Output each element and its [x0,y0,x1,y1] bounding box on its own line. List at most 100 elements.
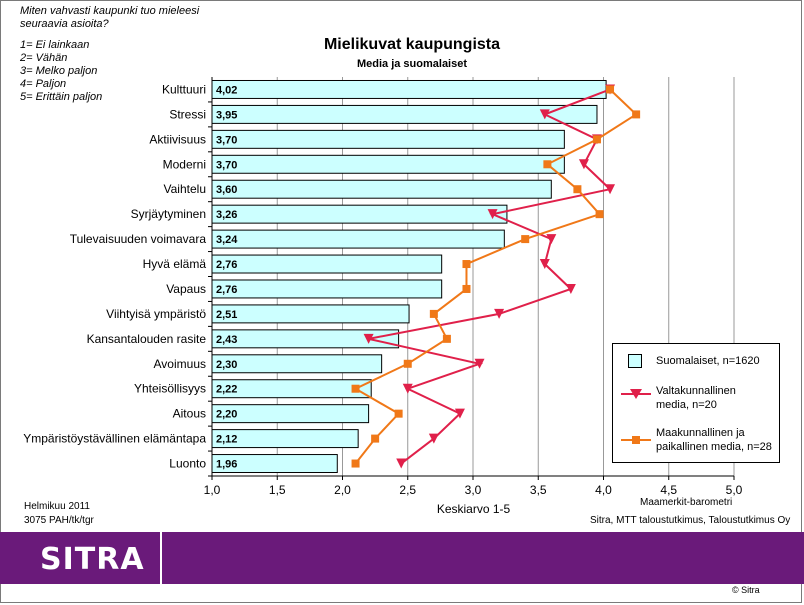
series-marker-square [394,409,403,418]
bar-value-label: 4,02 [216,84,237,96]
chart-subtitle: Media ja suomalaiset [356,58,468,70]
bar [211,79,607,99]
question-line: seuraavia asioita? [20,18,109,30]
x-tick-label: 2,0 [334,483,351,497]
bar-value-label: 2,51 [216,309,237,321]
series-marker-triangle [494,308,505,319]
scale-item: 1= Ei lainkaan [20,39,90,51]
series-marker-triangle [402,383,413,394]
category-label: Kansantalouden rasite [87,332,207,346]
series-marker-triangle [605,184,616,195]
bar-value-label: 2,20 [216,409,237,421]
bar-value-label: 2,43 [216,334,237,346]
series-marker-square [351,384,360,393]
series-marker-square [632,110,641,119]
series-marker-square [543,160,552,169]
series-marker-square [606,85,615,94]
category-label: Viihtyisä ympäristö [106,307,206,321]
brand-bar [162,532,804,584]
footer-source: Sitra, MTT taloustutkimus, Taloustutkimu… [590,515,791,526]
category-label: Moderni [163,157,206,171]
series-marker-square [462,260,471,269]
series-marker-triangle [539,259,550,270]
logo-block: SITRA [0,532,160,584]
series-marker-triangle [396,458,407,469]
category-label: Tulevaisuuden voimavara [70,232,207,246]
legend-swatch-regional [621,436,651,444]
series-marker-square [595,210,604,219]
scale-item: 4= Paljon [20,78,67,90]
brand-band: SITRA [0,532,804,584]
category-label: Luonto [169,457,206,471]
sitra-logo: SITRA [40,542,145,577]
series-marker-triangle [578,159,589,170]
series-marker-square [462,284,471,293]
category-label: Vapaus [166,282,206,296]
bar [211,204,508,224]
legend-label: Valtakunnallinen media, n=20 [656,385,736,411]
series-marker-triangle [565,283,576,294]
footer-date: Helmikuu 2011 [24,501,90,512]
bar [211,129,565,149]
bar [211,304,410,324]
category-label: Vaihtelu [164,182,206,196]
series-marker-square [403,359,412,368]
series-marker-triangle [546,234,557,245]
legend: Suomalaiset, n=1620 Valtakunnallinen med… [612,343,780,463]
bar [211,354,383,374]
footer-code: 3075 PAH/tk/tgr [24,515,94,526]
bar-value-label: 2,22 [216,384,237,396]
series-marker-square [371,434,380,443]
category-label: Hyvä elämä [143,257,207,271]
legend-swatch-bar [628,354,642,368]
bar [211,229,505,249]
series-marker-triangle [487,209,498,220]
bar-value-label: 2,30 [216,359,237,371]
x-tick-label: 4,5 [660,483,677,497]
chart: 4,023,953,703,703,603,263,242,762,762,51… [23,77,743,497]
scale-item: 5= Erittäin paljon [20,91,103,103]
x-tick-label: 3,5 [530,483,547,497]
category-label: Yhteisöllisyys [134,382,206,396]
x-tick-label: 1,5 [269,483,286,497]
x-tick-label: 2,5 [399,483,416,497]
series-marker-square [429,309,438,318]
category-label: Avoimuus [154,357,206,371]
bar-value-label: 2,76 [216,259,237,271]
legend-label: Maakunnallinen ja paikallinen media, n=2… [656,427,772,453]
category-label: Ympäristöystävällinen elämäntapa [23,432,206,446]
bar-value-label: 2,76 [216,284,237,296]
bar [211,279,443,299]
bar-value-label: 3,26 [216,209,237,221]
x-tick-label: 5,0 [726,483,743,497]
x-tick-label: 1,0 [204,483,221,497]
category-label: Syrjäytyminen [131,207,206,221]
series-marker-triangle [474,358,485,369]
bar-value-label: 3,70 [216,134,237,146]
series-marker-square [521,235,530,244]
bar-value-label: 3,70 [216,159,237,171]
footer-source-title: Maamerkit-barometri [640,497,733,508]
bar-value-label: 3,95 [216,109,237,121]
copyright: © Sitra [732,585,760,595]
bar-value-label: 1,96 [216,459,237,471]
x-axis-label: Keskiarvo 1-5 [436,502,511,516]
x-tick-label: 4,0 [595,483,612,497]
series-marker-square [592,135,601,144]
bar [211,104,598,124]
question-note: Miten vahvasti kaupunki tuo mieleesi seu… [20,5,199,104]
bar-value-label: 3,60 [216,184,237,196]
category-label: Aitous [173,407,206,421]
category-label: Aktiivisuus [149,132,206,146]
legend-item-national: Valtakunnallinen media, n=20 [613,382,779,416]
series-line [353,88,638,465]
question-line: Miten vahvasti kaupunki tuo mieleesi [20,5,200,17]
legend-label: Suomalaiset, n=1620 [656,355,760,367]
series-marker-triangle [539,109,550,120]
series-line [368,88,613,465]
bar [211,254,443,274]
legend-item-bar: Suomalaiset, n=1620 [613,350,779,378]
x-tick-label: 3,0 [465,483,482,497]
bar-value-label: 3,24 [216,234,238,246]
